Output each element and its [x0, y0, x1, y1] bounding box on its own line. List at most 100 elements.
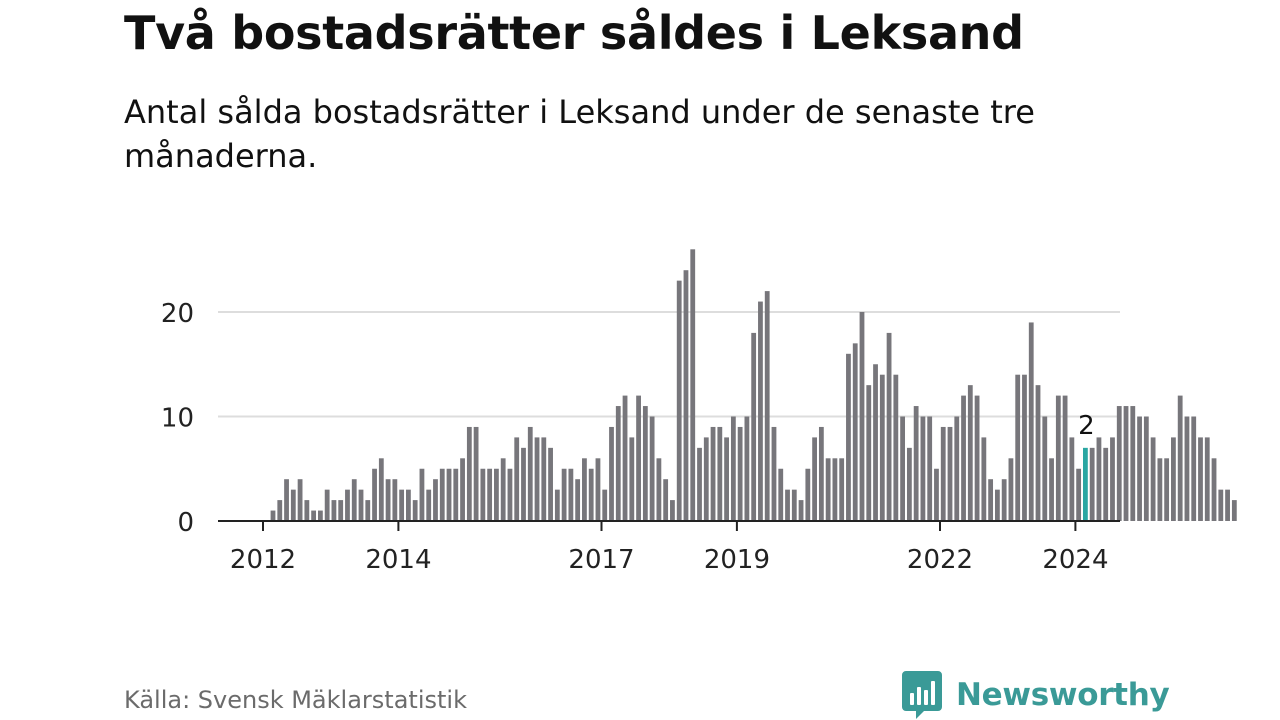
source-note: Källa: Svensk Mäklarstatistik — [124, 686, 467, 714]
bar — [582, 458, 587, 521]
bar — [568, 468, 574, 521]
bar — [602, 489, 608, 521]
bar — [331, 500, 337, 521]
bar — [1089, 447, 1095, 521]
bar — [1211, 458, 1217, 521]
bar — [825, 458, 831, 521]
bar — [717, 426, 723, 521]
bar — [1055, 395, 1061, 521]
bar — [690, 249, 696, 522]
newsworthy-logo-icon — [902, 671, 942, 719]
y-tick-label: 10 — [161, 404, 194, 434]
bar — [866, 385, 872, 521]
grid-lines — [218, 311, 1120, 418]
bar — [1035, 385, 1041, 521]
bar — [372, 468, 377, 521]
bar — [460, 458, 465, 521]
bar — [771, 426, 777, 521]
bar — [649, 416, 655, 521]
bar — [1177, 395, 1183, 521]
bar — [473, 426, 479, 521]
bar — [622, 395, 628, 521]
bar — [1137, 416, 1142, 521]
bar — [324, 489, 330, 521]
x-tick-label: 2022 — [907, 545, 973, 575]
y-tick-label: 20 — [161, 299, 194, 329]
bar — [494, 468, 499, 521]
bar — [934, 468, 939, 521]
bar — [527, 426, 533, 521]
bar — [500, 458, 506, 521]
bar — [906, 447, 912, 521]
bar — [981, 437, 987, 521]
bar — [683, 270, 689, 521]
bar — [439, 468, 445, 521]
bar — [399, 489, 405, 521]
x-tick-label: 2024 — [1042, 545, 1108, 575]
bar — [426, 489, 432, 521]
bar — [1076, 468, 1082, 521]
bar — [791, 489, 797, 521]
bar — [466, 426, 472, 521]
bar — [832, 458, 838, 521]
bar — [846, 353, 851, 521]
bar — [967, 385, 973, 521]
bar — [859, 312, 865, 521]
bar — [697, 447, 702, 521]
bar — [900, 416, 906, 521]
bar — [534, 437, 540, 521]
y-tick-label: 0 — [177, 508, 194, 538]
bar — [433, 479, 438, 521]
bar — [812, 437, 817, 521]
bar — [629, 437, 635, 521]
bar — [1103, 447, 1109, 521]
bar — [852, 343, 858, 521]
bar — [338, 500, 344, 521]
bar — [710, 426, 716, 521]
bar — [994, 489, 1000, 521]
bar — [575, 479, 581, 521]
bar — [1150, 437, 1156, 521]
x-tick-label: 2019 — [704, 545, 770, 575]
bar — [1184, 416, 1190, 521]
bar — [670, 500, 675, 521]
x-tick-label: 2014 — [365, 545, 431, 575]
bar — [385, 479, 391, 521]
bar — [703, 437, 709, 521]
bars — [270, 249, 1237, 522]
bar — [1225, 489, 1230, 521]
bar — [1116, 406, 1122, 521]
bar — [1157, 458, 1163, 521]
bar — [365, 500, 371, 521]
bar — [487, 468, 493, 521]
bar — [480, 468, 486, 521]
bar — [507, 468, 513, 521]
bar — [1062, 395, 1068, 521]
bar — [988, 479, 994, 521]
bar — [737, 426, 743, 521]
bar — [1001, 479, 1007, 521]
brand-logo[interactable]: Newsworthy — [902, 671, 1170, 719]
bar — [805, 468, 811, 521]
bar — [764, 291, 770, 521]
bar — [1069, 437, 1075, 521]
bar — [920, 416, 926, 521]
bar — [1028, 322, 1034, 521]
axes: 0 10 20 2 2012 2014 2017 2019 2022 2024 — [161, 299, 1120, 575]
bar-highlight — [1083, 447, 1088, 521]
bar — [873, 364, 878, 521]
bar — [1198, 437, 1203, 521]
bar — [541, 437, 547, 521]
bar — [548, 447, 553, 521]
bar — [311, 510, 317, 521]
bar — [758, 301, 763, 521]
bar — [1204, 437, 1210, 521]
bar — [358, 489, 364, 521]
bar — [886, 332, 892, 521]
x-tick-label: 2012 — [230, 545, 296, 575]
bar — [446, 468, 452, 521]
bar — [744, 416, 750, 521]
chart-title: Två bostadsrätter såldes i Leksand — [124, 6, 1024, 60]
bar — [785, 489, 790, 521]
brand-name[interactable]: Newsworthy — [956, 677, 1170, 713]
